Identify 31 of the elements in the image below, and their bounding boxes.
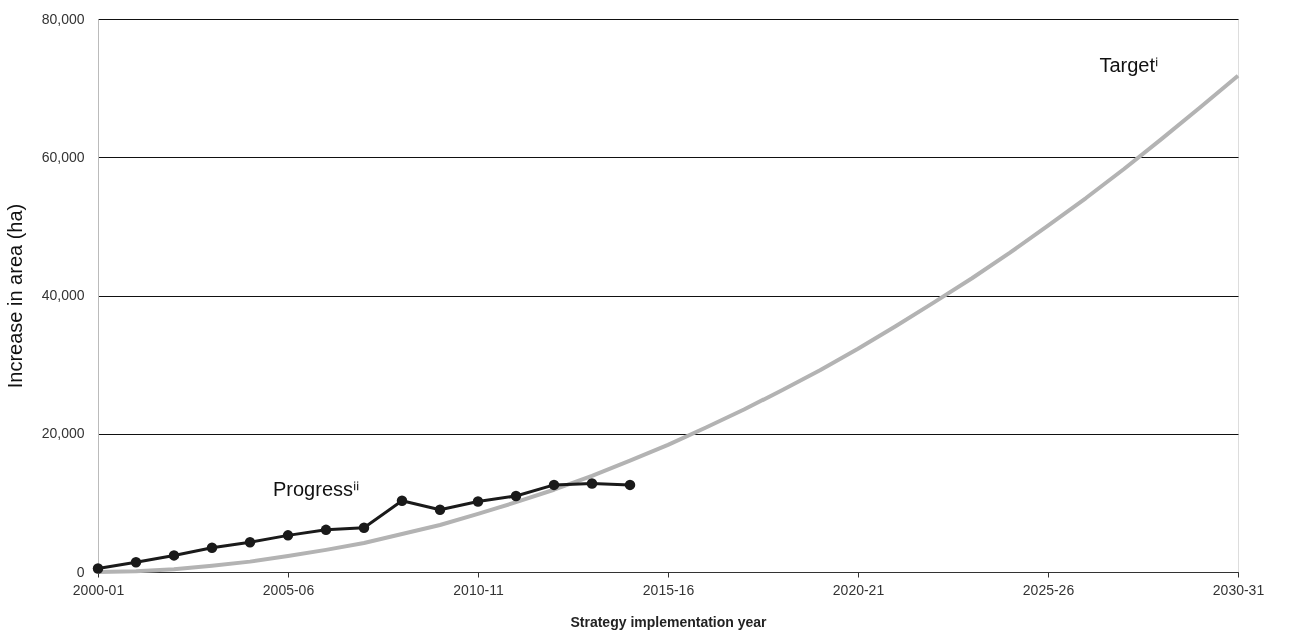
point (434, 504, 446, 516)
x-tick-label: 2005-06 (262, 581, 315, 598)
text: Targetⁱ (1099, 53, 1158, 76)
point (130, 557, 142, 568)
y-axis-title: Increase in area (ha) (3, 203, 26, 389)
point (396, 495, 408, 507)
point (244, 537, 256, 548)
series-label: Progressⁱⁱ (272, 477, 360, 500)
point (624, 479, 636, 491)
point (358, 522, 370, 533)
point (472, 496, 484, 507)
x-axis-title: Strategy implementation year (570, 613, 768, 630)
x-tick-label: 2020-21 (832, 581, 885, 598)
point (320, 524, 332, 536)
point (92, 563, 104, 574)
y-tick-label: 80,000 (41, 10, 85, 27)
point (586, 478, 598, 489)
y-tick-label: 60,000 (41, 148, 85, 165)
x-tick-label: 2015-16 (642, 581, 695, 598)
point (168, 550, 180, 561)
point (282, 530, 294, 541)
point (548, 479, 560, 491)
x-tick-label: 2025-26 (1022, 581, 1075, 598)
x-tick-label: 2000-01 (72, 581, 125, 598)
y-tick-label: 20,000 (41, 425, 85, 442)
y-tick-label: 0 (76, 563, 85, 580)
x-tick-label: 2030-31 (1212, 581, 1265, 598)
point (206, 542, 218, 554)
point (510, 490, 522, 502)
x-tick-label: 2010-11 (453, 581, 504, 598)
y-tick-label: 40,000 (41, 287, 85, 303)
